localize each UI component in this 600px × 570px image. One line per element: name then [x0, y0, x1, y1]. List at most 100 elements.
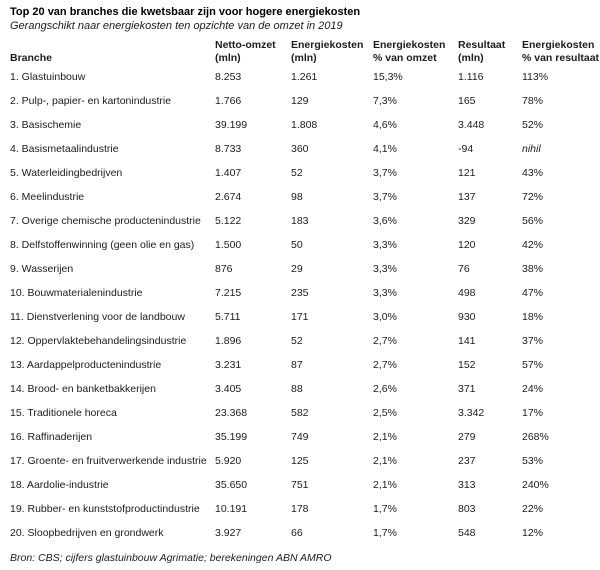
- table-cell: 72%: [522, 191, 544, 203]
- column-header: Energiekosten (mln): [291, 37, 373, 65]
- table-cell: 66: [291, 527, 303, 539]
- column-header: Netto-omzet (mln): [215, 37, 291, 65]
- table-cell: 18%: [522, 311, 544, 323]
- table-row: 13. Aardappelproductenindustrie 3.231 87 2,…: [10, 353, 600, 377]
- table-cell: 47%: [522, 287, 544, 299]
- table-cell: 22%: [522, 503, 544, 515]
- table-cell: 930: [458, 311, 476, 323]
- table-cell: nihil: [522, 143, 541, 155]
- table-row: 16. Raffinaderijen 35.199 749 2,1% 279 268%: [10, 425, 600, 449]
- table-cell: 57%: [522, 359, 544, 371]
- table-cell: 10.191: [215, 503, 248, 515]
- table-row: 19. Rubber- en kunststofproductindustrie…: [10, 497, 600, 521]
- table-cell: 498: [458, 287, 476, 299]
- table-cell: 240%: [522, 479, 549, 491]
- table-cell: 165: [458, 95, 476, 107]
- table-row: 6. Meelindustrie 2.674 98 3,7% 137 72%: [10, 185, 600, 209]
- column-header-line: % van resultaat: [522, 52, 600, 64]
- table-cell: 152: [458, 359, 476, 371]
- column-header: Energiekosten% van resultaat: [522, 37, 600, 65]
- table-cell: 268%: [522, 431, 549, 443]
- table-cell: 129: [291, 95, 309, 107]
- table-cell: 8.253: [215, 71, 242, 83]
- table-cell: 52: [291, 167, 303, 179]
- table-row: 1. Glastuinbouw 8.253 1.261 15,3% 1.116 113%: [10, 65, 600, 89]
- table-cell: 237: [458, 455, 476, 467]
- table-cell: 38%: [522, 263, 544, 275]
- table-cell: 29: [291, 263, 303, 275]
- table-cell: 2.674: [215, 191, 242, 203]
- table-cell: 1.896: [215, 335, 242, 347]
- table-cell: 35.199: [215, 431, 248, 443]
- table-row: 20. Sloopbedrijven en grondwerk 3.927 66 1,…: [10, 521, 600, 545]
- table-row: 14. Brood- en banketbakkerijen 3.405 88 2,6…: [10, 377, 600, 401]
- table-row: 10. Bouwmaterialenindustrie 7.215 235 3,3% 4…: [10, 281, 600, 305]
- branches-table: Branche Netto-omzet (mln) Energiekosten (mln…: [10, 37, 600, 545]
- table-cell: 3.448: [458, 119, 485, 131]
- table-cell: 803: [458, 503, 476, 515]
- table-cell: 2,1%: [373, 479, 397, 491]
- table-cell: 178: [291, 503, 309, 515]
- table-cell: 2,7%: [373, 359, 397, 371]
- column-header-line: (mln): [215, 52, 241, 64]
- table-cell: 141: [458, 335, 476, 347]
- source-note: Bron: CBS; cijfers glastuinbouw Agrimati…: [10, 552, 332, 564]
- table-row: 7. Overige chemische productenindustrie 5…: [10, 209, 600, 233]
- figure-subtitle: Gerangschikt naar energiekosten ten opzi…: [10, 20, 343, 32]
- table-cell: 11. Dienstverlening voor de landbouw: [10, 311, 185, 323]
- table-cell: 3.927: [215, 527, 242, 539]
- table-cell: 876: [215, 263, 233, 275]
- table-cell: 2. Pulp-, papier- en kartonindustrie: [10, 95, 172, 107]
- table-cell: 4,6%: [373, 119, 397, 131]
- table-cell: 1,7%: [373, 503, 397, 515]
- table-cell: 329: [458, 215, 476, 227]
- column-header-line: Energiekosten: [291, 39, 364, 51]
- table-cell: 2,7%: [373, 335, 397, 347]
- header-row: Branche Netto-omzet (mln) Energiekosten (mln…: [10, 37, 600, 65]
- table-cell: 6. Meelindustrie: [10, 191, 85, 203]
- table-row: 2. Pulp-, papier- en kartonindustrie 1.76…: [10, 89, 600, 113]
- table-cell: 3.231: [215, 359, 242, 371]
- table-cell: -94: [458, 143, 474, 155]
- table-cell: 10. Bouwmaterialenindustrie: [10, 287, 143, 299]
- table-cell: 3,3%: [373, 239, 397, 251]
- table-row: 3. Basischemie 39.199 1.808 4,6% 3.448 52%: [10, 113, 600, 137]
- table-cell: 5.920: [215, 455, 242, 467]
- table-cell: 42%: [522, 239, 544, 251]
- table-cell: 5. Waterleidingbedrijven: [10, 167, 123, 179]
- table-cell: 235: [291, 287, 309, 299]
- table-cell: 1.407: [215, 167, 242, 179]
- table-cell: 113%: [522, 71, 549, 83]
- table-cell: 15. Traditionele horeca: [10, 407, 117, 419]
- table-cell: 360: [291, 143, 309, 155]
- table-cell: 17%: [522, 407, 544, 419]
- table-cell: 2,5%: [373, 407, 397, 419]
- figure-title: Top 20 van branches die kwetsbaar zijn v…: [10, 6, 361, 18]
- table-cell: 548: [458, 527, 476, 539]
- table-cell: 37%: [522, 335, 544, 347]
- table-cell: 120: [458, 239, 476, 251]
- table-cell: 2,6%: [373, 383, 397, 395]
- table-cell: 1.808: [291, 119, 318, 131]
- table-cell: 12%: [522, 527, 544, 539]
- table-cell: 1,7%: [373, 527, 397, 539]
- column-header: Resultaat (mln): [458, 37, 522, 65]
- table-cell: 3. Basischemie: [10, 119, 82, 131]
- table-row: 17. Groente- en fruitverwerkende industr…: [10, 449, 600, 473]
- table-cell: 15,3%: [373, 71, 403, 83]
- table-cell: 5.711: [215, 311, 241, 323]
- table-cell: 183: [291, 215, 309, 227]
- table-cell: 50: [291, 239, 303, 251]
- table-cell: 39.199: [215, 119, 248, 131]
- column-header-line: Resultaat: [458, 39, 506, 51]
- table-cell: 3,3%: [373, 287, 397, 299]
- table-row: 8. Delfstoffenwinning (geen olie en gas)…: [10, 233, 600, 257]
- table-cell: 8. Delfstoffenwinning (geen olie en gas): [10, 239, 195, 251]
- table-cell: 20. Sloopbedrijven en grondwerk: [10, 527, 164, 539]
- table-cell: 52: [291, 335, 303, 347]
- column-header: Energiekosten% van omzet: [373, 37, 458, 65]
- column-header-line: % van omzet: [373, 52, 437, 64]
- table-cell: 3.342: [458, 407, 485, 419]
- table-cell: 1. Glastuinbouw: [10, 71, 86, 83]
